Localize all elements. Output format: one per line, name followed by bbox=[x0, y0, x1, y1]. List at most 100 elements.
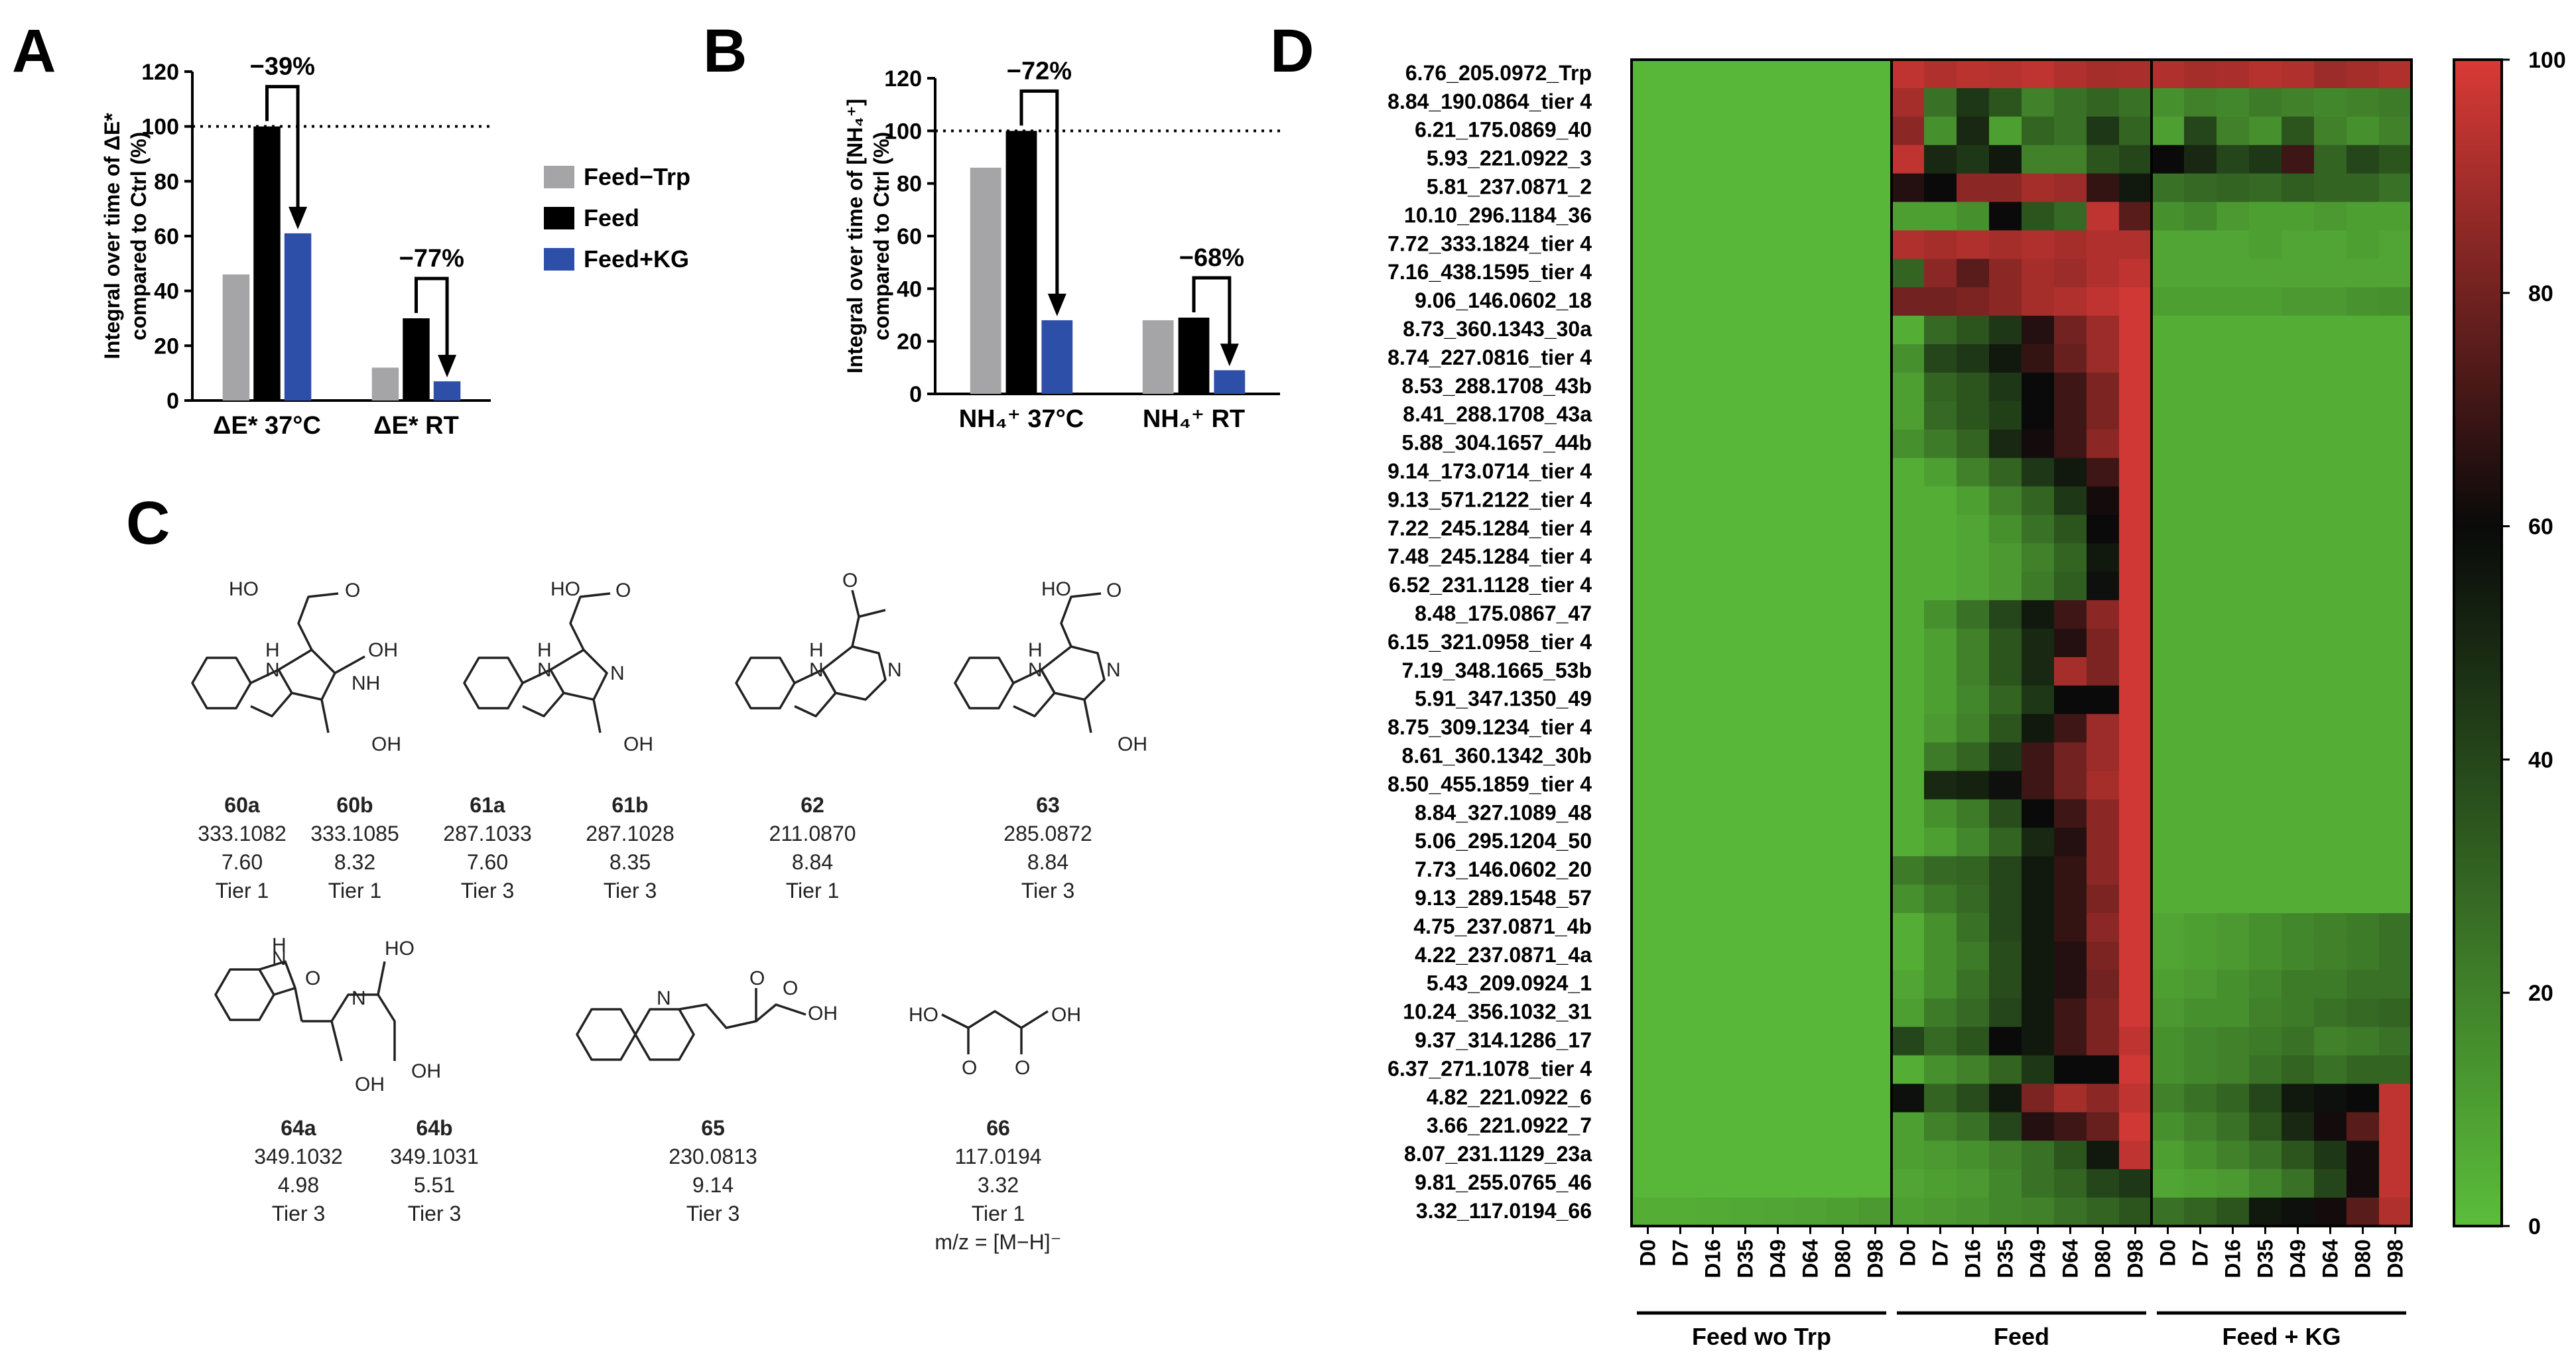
compound-id: 62 bbox=[801, 793, 824, 817]
heatmap-cell bbox=[2379, 401, 2412, 430]
heatmap-cell bbox=[2184, 543, 2217, 572]
heatmap-cell bbox=[2184, 572, 2217, 601]
heatmap-cell bbox=[2054, 486, 2087, 515]
heatmap-cell bbox=[2249, 486, 2282, 515]
heatmap-cell bbox=[2184, 685, 2217, 715]
heatmap-row-label: 8.61_360.1342_30b bbox=[1402, 743, 1592, 767]
heatmap-cell bbox=[1827, 458, 1860, 487]
heatmap-cell bbox=[2217, 145, 2250, 174]
heatmap-row-label: 5.93_221.0922_3 bbox=[1427, 147, 1592, 170]
heatmap-cell bbox=[2379, 515, 2412, 544]
heatmap-cell bbox=[2314, 856, 2347, 885]
heatmap-cell bbox=[1827, 1112, 1860, 1141]
heatmap-cell bbox=[2379, 458, 2412, 487]
heatmap-cell bbox=[2217, 1084, 2250, 1113]
heatmap-cell bbox=[1957, 145, 1990, 174]
heatmap-cell bbox=[1697, 856, 1730, 885]
heatmap-cell bbox=[1859, 429, 1892, 459]
heatmap-cell bbox=[2087, 1112, 2120, 1141]
heatmap-cell bbox=[2087, 259, 2120, 288]
heatmap-cell bbox=[2217, 714, 2250, 743]
heatmap-cell bbox=[1794, 344, 1827, 373]
heatmap-cell bbox=[1762, 799, 1795, 828]
compound-rt: 8.84 bbox=[1027, 850, 1068, 874]
heatmap-cell bbox=[2379, 116, 2412, 146]
heatmap-cell bbox=[1827, 885, 1860, 914]
heatmap-cell bbox=[2152, 202, 2185, 231]
heatmap-cell bbox=[2249, 543, 2282, 572]
heatmap-cell bbox=[1827, 941, 1860, 971]
heatmap-cell bbox=[1924, 401, 1957, 430]
heatmap-cell bbox=[1632, 656, 1665, 686]
heatmap-cell bbox=[1729, 515, 1762, 544]
heatmap-cell bbox=[1664, 429, 1697, 459]
compound-note: m/z = [M−H]⁻ bbox=[934, 1230, 1061, 1254]
heatmap-cell bbox=[2347, 1055, 2380, 1084]
heatmap-cell bbox=[2282, 316, 2315, 345]
heatmap-cell bbox=[2217, 656, 2250, 686]
heatmap-cell bbox=[1664, 600, 1697, 629]
heatmap-cell bbox=[1892, 486, 1925, 515]
heatmap-cell bbox=[1794, 856, 1827, 885]
heatmap-cell bbox=[1794, 941, 1827, 971]
heatmap-cell bbox=[1827, 1141, 1860, 1170]
heatmap-cell bbox=[1664, 828, 1697, 857]
heatmap-cell bbox=[1762, 656, 1795, 686]
heatmap-cell bbox=[2314, 656, 2347, 686]
heatmap-cell bbox=[2217, 88, 2250, 117]
heatmap-cell bbox=[2119, 969, 2152, 999]
heatmap-cell bbox=[2022, 656, 2055, 686]
heatmap-cell bbox=[1989, 799, 2022, 828]
heatmap-cell bbox=[1957, 1055, 1990, 1084]
heatmap-cell bbox=[2022, 1055, 2055, 1084]
heatmap-cell bbox=[1664, 941, 1697, 971]
compound-id: 63 bbox=[1036, 793, 1060, 817]
heatmap-cell bbox=[2054, 515, 2087, 544]
heatmap-cell bbox=[1859, 1084, 1892, 1113]
heatmap-cell bbox=[1632, 1027, 1665, 1056]
heatmap-cell bbox=[1989, 486, 2022, 515]
heatmap-cell bbox=[1827, 202, 1860, 231]
heatmap-cell bbox=[1664, 714, 1697, 743]
heatmap-cell bbox=[2217, 344, 2250, 373]
heatmap-cell bbox=[2184, 771, 2217, 800]
heatmap-cell bbox=[2184, 486, 2217, 515]
heatmap-cell bbox=[1957, 173, 1990, 203]
heatmap-row-label: 6.21_175.0869_40 bbox=[1415, 118, 1592, 142]
heatmap-cell bbox=[2152, 629, 2185, 658]
heatmap-cell bbox=[2184, 600, 2217, 629]
heatmap-cell bbox=[2314, 742, 2347, 772]
heatmap-day-label: D16 bbox=[1961, 1239, 1985, 1278]
heatmap-cell bbox=[1794, 1055, 1827, 1084]
heatmap-cell bbox=[2119, 771, 2152, 800]
heatmap-cell bbox=[2347, 685, 2380, 715]
heatmap-cell bbox=[2217, 429, 2250, 459]
heatmap-cell bbox=[2152, 543, 2185, 572]
heatmap-cell bbox=[2314, 202, 2347, 231]
heatmap-cell bbox=[1664, 656, 1697, 686]
heatmap-cell bbox=[1697, 998, 1730, 1028]
heatmap-cell bbox=[1697, 572, 1730, 601]
heatmap-row-label: 9.06_146.0602_18 bbox=[1415, 288, 1592, 312]
heatmap-cell bbox=[2282, 344, 2315, 373]
heatmap-cell bbox=[2249, 1141, 2282, 1170]
heatmap-cell bbox=[2022, 344, 2055, 373]
heatmap-cell bbox=[1827, 230, 1860, 259]
heatmap-cell bbox=[1924, 885, 1957, 914]
heatmap-cell bbox=[1664, 969, 1697, 999]
heatmap-row-label: 7.16_438.1595_tier 4 bbox=[1387, 260, 1592, 284]
heatmap-cell bbox=[2054, 429, 2087, 459]
heatmap-cell bbox=[2087, 116, 2120, 146]
heatmap-cell bbox=[2282, 1027, 2315, 1056]
heatmap-cell bbox=[2347, 401, 2380, 430]
heatmap-cell bbox=[1664, 202, 1697, 231]
heatmap-cell bbox=[2054, 316, 2087, 345]
heatmap-cell bbox=[1697, 202, 1730, 231]
structure-61-icon: HO O N H N OH bbox=[463, 578, 653, 755]
heatmap-cell bbox=[1729, 941, 1762, 971]
y-axis-label: Integral over time of [NH₄⁺] compared to … bbox=[843, 99, 893, 373]
heatmap-cell bbox=[1729, 1112, 1762, 1141]
svg-text:N: N bbox=[1028, 659, 1043, 681]
compound-id: 65 bbox=[701, 1116, 725, 1140]
heatmap-cell bbox=[1729, 429, 1762, 459]
